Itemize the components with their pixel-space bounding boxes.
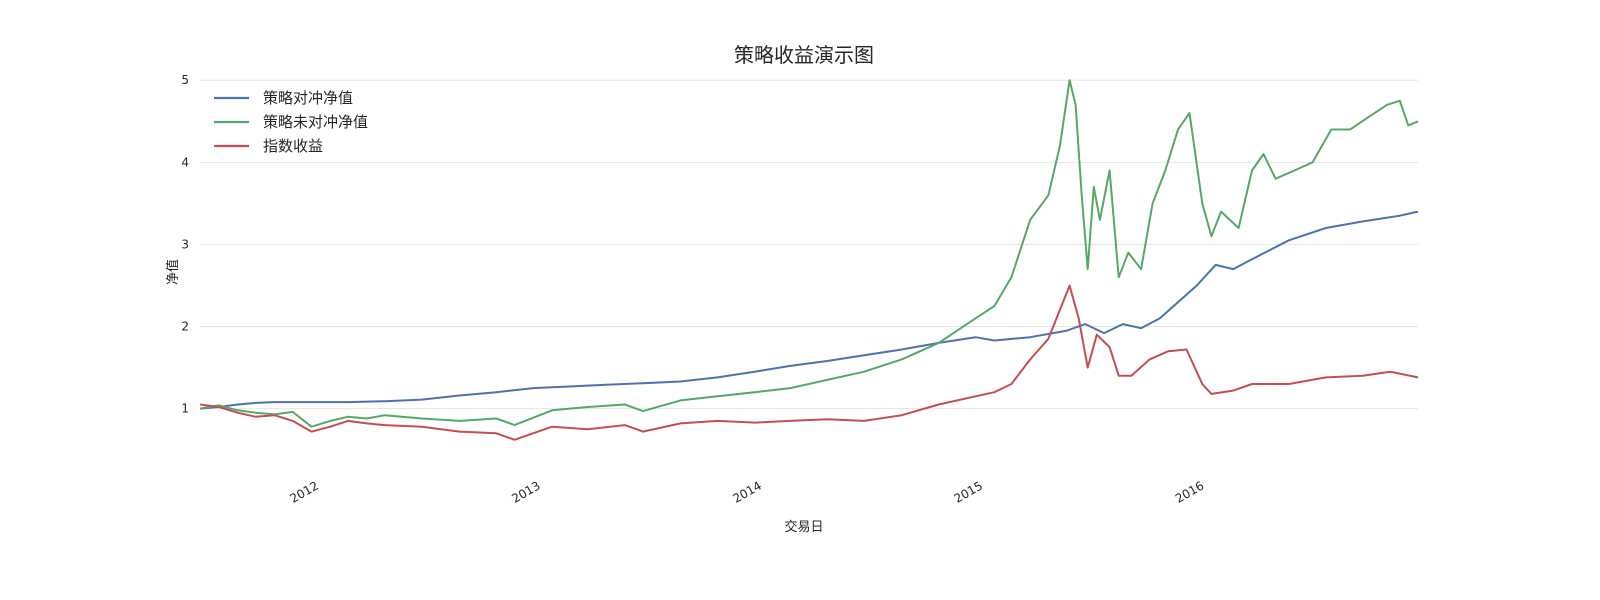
- x-tick-label: 2013: [509, 478, 542, 505]
- y-tick-label: 3: [181, 237, 189, 251]
- legend-label: 策略未对冲净值: [263, 113, 368, 131]
- x-tick-label: 2015: [952, 478, 985, 505]
- y-axis-label: 净值: [165, 259, 181, 285]
- series-layer: [199, 79, 1419, 441]
- series-line-unhedged: [199, 79, 1419, 428]
- y-tick-label: 1: [181, 402, 189, 416]
- y-axis-ticks: 1 2 3 4 5: [181, 73, 189, 415]
- x-tick-label: 2012: [288, 478, 321, 505]
- y-tick-label: 2: [181, 320, 189, 334]
- x-axis-ticks: 2012 2013 2014 2015 2016: [288, 478, 1207, 505]
- y-tick-label: 5: [181, 73, 189, 87]
- legend-label: 指数收益: [263, 137, 323, 155]
- y-tick-label: 4: [181, 155, 189, 169]
- x-axis-label: 交易日: [784, 519, 823, 535]
- series-line-index: [199, 284, 1419, 441]
- series-line-hedged: [199, 210, 1419, 410]
- chart-title: 策略收益演示图: [734, 43, 874, 67]
- gridlines: [200, 79, 1418, 410]
- x-tick-label: 2016: [1173, 478, 1206, 505]
- x-tick-label: 2014: [731, 478, 764, 505]
- legend-label: 策略对冲净值: [263, 89, 353, 107]
